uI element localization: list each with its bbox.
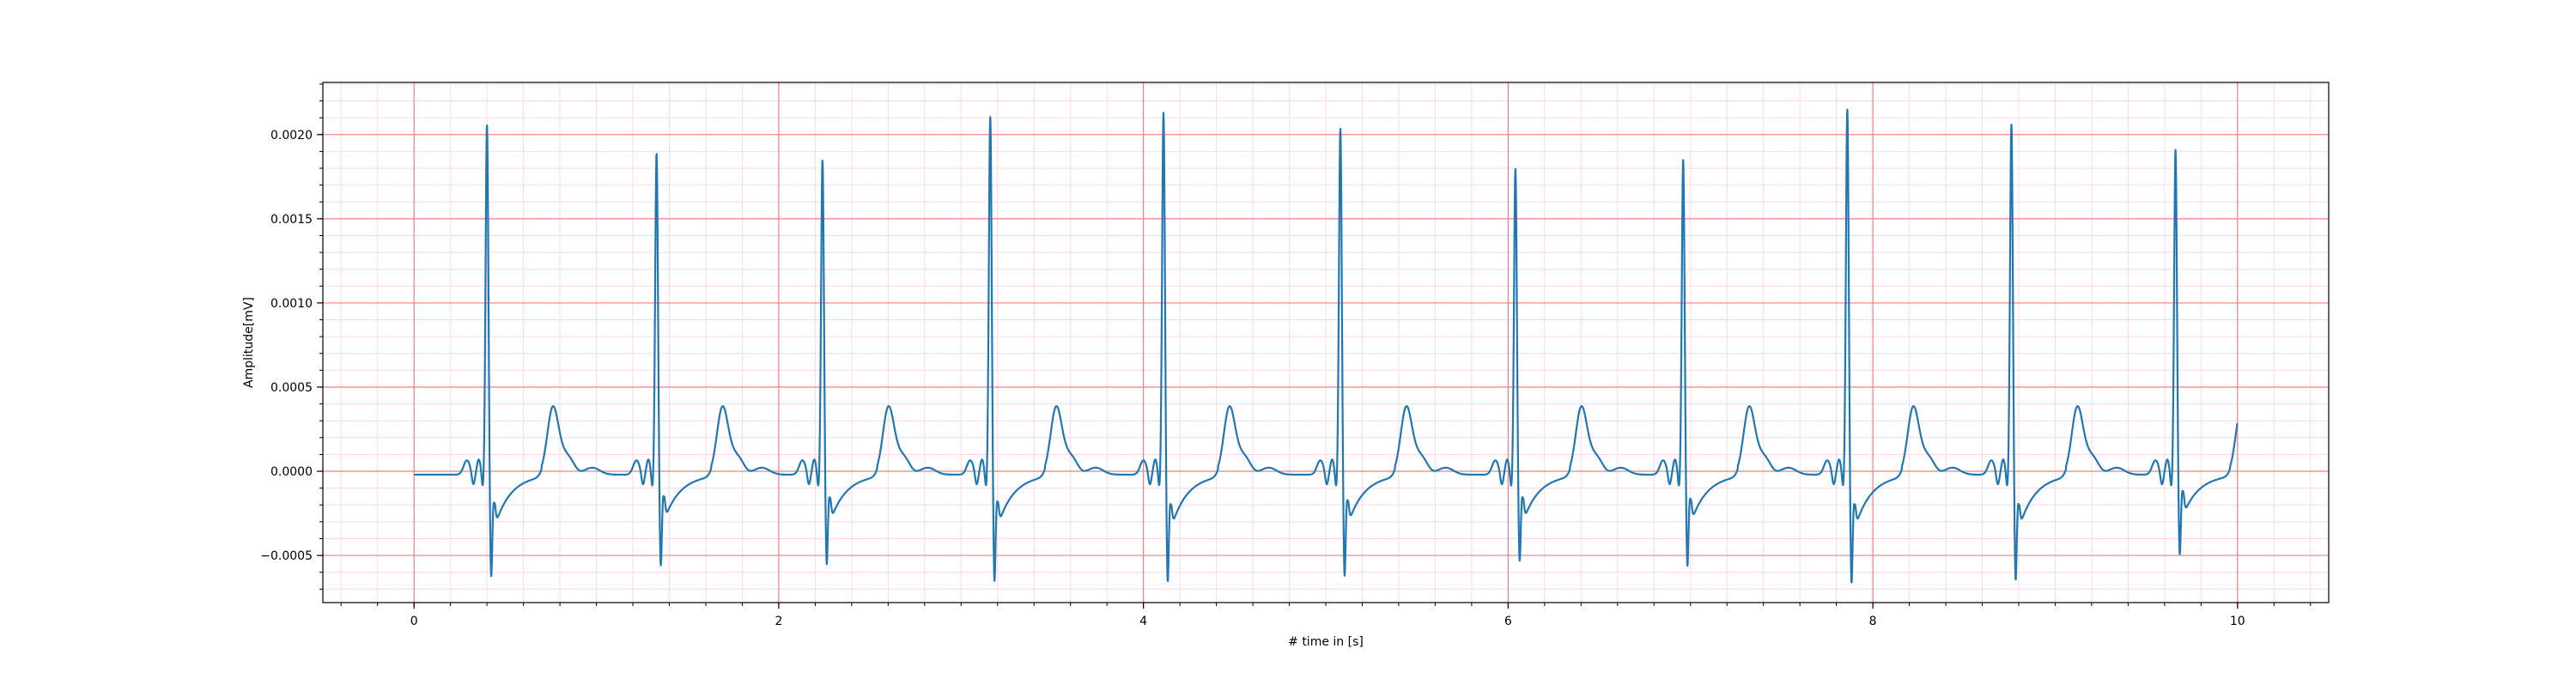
x-tick-label: 10 xyxy=(2230,615,2245,628)
y-axis-title: Amplitude[mV] xyxy=(242,297,256,388)
x-tick-label: 6 xyxy=(1504,615,1512,628)
y-tick-label: 0.0000 xyxy=(270,465,313,479)
y-tick-label: 0.0010 xyxy=(270,297,313,311)
y-tick-label: 0.0005 xyxy=(270,381,313,395)
x-tick-label: 4 xyxy=(1139,615,1147,628)
x-tick-label: 0 xyxy=(410,615,418,628)
y-tick-label: 0.0020 xyxy=(270,129,313,142)
x-tick-label: 8 xyxy=(1869,615,1877,628)
y-tick-label: 0.0015 xyxy=(270,213,313,227)
x-axis-title: # time in [s] xyxy=(1288,635,1364,649)
minor-grid xyxy=(323,82,2329,603)
x-tick-label: 2 xyxy=(775,615,782,628)
y-tick-label: −0.0005 xyxy=(260,549,313,563)
